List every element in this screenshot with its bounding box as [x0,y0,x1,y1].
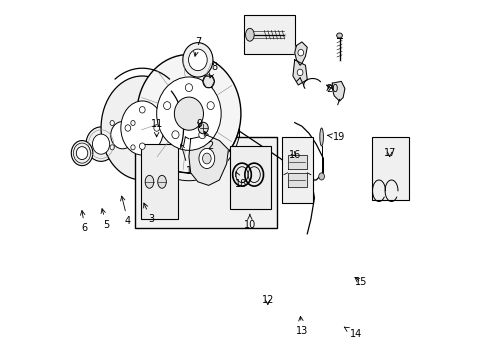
Polygon shape [287,173,306,187]
Ellipse shape [86,127,116,161]
Ellipse shape [139,107,145,113]
Text: 10: 10 [243,214,256,230]
Ellipse shape [199,148,214,168]
Ellipse shape [92,134,109,154]
Bar [135,137,276,228]
Polygon shape [292,60,306,85]
Ellipse shape [203,75,214,88]
Text: 8: 8 [209,62,217,78]
Text: 14: 14 [344,327,361,339]
Ellipse shape [336,33,342,38]
Ellipse shape [163,102,170,109]
Polygon shape [287,155,306,169]
Text: 6: 6 [81,211,88,233]
Ellipse shape [158,175,166,188]
Polygon shape [332,81,344,101]
Ellipse shape [202,153,211,164]
Ellipse shape [137,54,241,173]
Polygon shape [294,42,306,65]
Text: 5: 5 [101,209,109,230]
Bar [371,137,408,200]
Ellipse shape [297,69,303,76]
Text: 1: 1 [180,144,192,176]
Text: 15: 15 [354,277,366,287]
Ellipse shape [110,145,114,150]
Ellipse shape [145,175,153,188]
Polygon shape [188,135,228,185]
Ellipse shape [191,126,196,134]
Text: 12: 12 [261,295,273,305]
Bar [140,144,178,220]
Ellipse shape [245,28,254,41]
Ellipse shape [139,143,145,149]
Bar [244,15,294,54]
Ellipse shape [174,97,203,130]
Ellipse shape [185,84,192,91]
Text: 7: 7 [193,37,201,56]
Text: 2: 2 [204,131,213,151]
Text: 3: 3 [143,203,154,224]
Ellipse shape [71,140,93,166]
Ellipse shape [318,173,324,180]
Ellipse shape [125,125,130,131]
Ellipse shape [297,49,303,56]
Ellipse shape [183,42,212,77]
Text: 17: 17 [383,148,395,158]
Bar [230,146,271,209]
Ellipse shape [156,77,221,150]
Ellipse shape [154,125,159,131]
Text: 18: 18 [234,172,246,189]
Text: 16: 16 [288,150,300,160]
Text: 19: 19 [327,132,345,142]
Ellipse shape [131,145,135,150]
Ellipse shape [121,101,163,155]
Ellipse shape [171,131,179,139]
Ellipse shape [110,122,134,149]
Bar [282,137,312,203]
Text: 20: 20 [325,84,338,94]
Ellipse shape [76,147,88,159]
Text: 9: 9 [196,120,203,129]
Text: 4: 4 [121,196,131,226]
Ellipse shape [110,121,114,126]
Ellipse shape [101,76,183,180]
Text: 13: 13 [295,316,307,336]
Ellipse shape [102,112,142,158]
Ellipse shape [188,49,207,71]
Ellipse shape [131,121,135,126]
Text: 11: 11 [150,120,163,137]
Ellipse shape [206,102,214,109]
Ellipse shape [198,122,208,134]
Ellipse shape [319,128,323,146]
Ellipse shape [198,131,205,139]
